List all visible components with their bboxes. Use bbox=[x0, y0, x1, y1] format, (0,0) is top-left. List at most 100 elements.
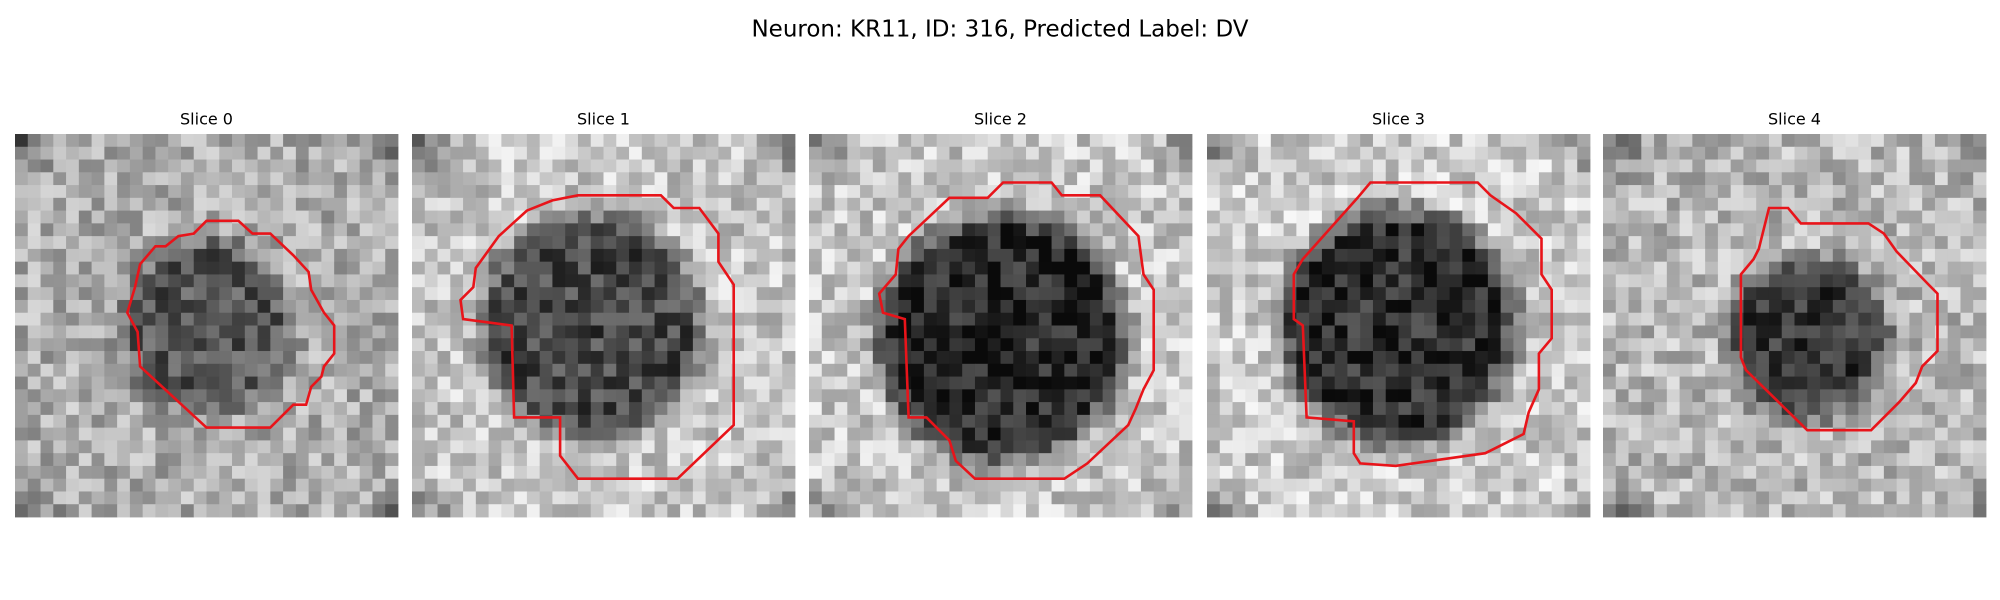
pixel bbox=[565, 338, 579, 352]
pixel bbox=[1153, 338, 1167, 352]
pixel bbox=[359, 172, 373, 186]
pixel bbox=[1538, 363, 1553, 377]
pixel bbox=[412, 197, 426, 211]
pixel bbox=[1411, 504, 1425, 518]
pixel bbox=[1475, 478, 1489, 492]
pixel bbox=[321, 478, 335, 492]
pixel bbox=[244, 465, 258, 480]
pixel bbox=[654, 197, 668, 211]
pixel bbox=[1973, 376, 1987, 390]
pixel bbox=[232, 465, 246, 480]
pixel bbox=[1000, 299, 1014, 314]
pixel bbox=[860, 312, 874, 326]
pixel bbox=[1807, 274, 1821, 288]
pixel bbox=[1960, 389, 1974, 403]
pixel bbox=[872, 427, 886, 441]
pixel bbox=[1360, 299, 1374, 314]
pixel bbox=[1411, 478, 1425, 492]
pixel bbox=[1794, 465, 1808, 480]
pixel bbox=[1309, 427, 1323, 441]
pixel bbox=[809, 146, 823, 160]
pixel bbox=[1641, 261, 1655, 275]
pixel bbox=[206, 363, 220, 377]
pixel bbox=[923, 491, 938, 505]
pixel bbox=[1883, 478, 1898, 492]
pixel bbox=[1372, 134, 1387, 148]
pixel bbox=[1947, 223, 1961, 237]
pixel bbox=[654, 402, 668, 416]
pixel bbox=[847, 504, 861, 518]
pixel bbox=[718, 299, 732, 314]
pixel bbox=[424, 363, 438, 377]
pixel bbox=[359, 223, 373, 237]
pixel bbox=[1283, 223, 1297, 237]
pixel bbox=[1449, 134, 1463, 148]
pixel bbox=[1385, 134, 1399, 148]
pixel bbox=[412, 210, 426, 224]
pixel bbox=[731, 465, 745, 480]
pixel bbox=[936, 274, 950, 288]
pixel bbox=[244, 261, 258, 275]
pixel bbox=[1140, 491, 1155, 505]
pixel bbox=[1051, 491, 1065, 505]
pixel bbox=[885, 134, 899, 148]
pixel bbox=[91, 185, 105, 199]
pixel bbox=[514, 351, 528, 365]
pixel bbox=[1717, 491, 1732, 505]
pixel bbox=[1153, 414, 1167, 429]
pixel bbox=[193, 146, 207, 160]
pixel bbox=[565, 453, 579, 467]
pixel bbox=[1628, 453, 1642, 467]
pixel bbox=[514, 325, 528, 339]
pixel bbox=[1871, 299, 1885, 314]
pixel bbox=[1449, 210, 1463, 224]
pixel bbox=[40, 504, 54, 518]
pixel bbox=[27, 440, 41, 454]
pixel bbox=[654, 261, 668, 275]
pixel bbox=[437, 491, 451, 505]
pixel bbox=[488, 427, 502, 441]
pixel bbox=[552, 325, 566, 339]
pixel bbox=[488, 491, 502, 505]
pixel bbox=[860, 197, 874, 211]
pixel bbox=[155, 172, 169, 186]
pixel bbox=[1641, 453, 1655, 467]
pixel bbox=[1743, 134, 1757, 148]
pixel bbox=[552, 478, 566, 492]
pixel bbox=[603, 299, 617, 314]
pixel bbox=[1756, 312, 1770, 326]
pixel bbox=[1615, 185, 1629, 199]
pixel bbox=[834, 440, 848, 454]
pixel bbox=[308, 440, 322, 454]
pixel bbox=[424, 248, 438, 263]
pixel bbox=[1883, 351, 1898, 365]
pixel bbox=[257, 389, 271, 403]
pixel bbox=[346, 172, 361, 186]
pixel bbox=[705, 402, 719, 416]
pixel bbox=[1153, 159, 1167, 173]
pixel bbox=[372, 325, 386, 339]
pixel bbox=[1051, 236, 1065, 250]
pixel bbox=[1013, 440, 1027, 454]
pixel bbox=[526, 274, 541, 288]
pixel bbox=[1858, 376, 1872, 390]
pixel bbox=[1615, 223, 1629, 237]
pixel bbox=[1207, 376, 1221, 390]
pixel bbox=[860, 402, 874, 416]
pixel bbox=[1077, 236, 1091, 250]
pixel bbox=[1000, 427, 1014, 441]
pixel bbox=[27, 491, 41, 505]
pixel bbox=[809, 236, 823, 250]
pixel bbox=[346, 146, 361, 160]
pixel bbox=[629, 274, 643, 288]
pixel bbox=[372, 478, 386, 492]
pixel bbox=[1115, 389, 1129, 403]
pixel bbox=[488, 389, 502, 403]
pixel bbox=[629, 210, 643, 224]
pixel bbox=[1449, 159, 1463, 173]
pixel bbox=[27, 351, 41, 365]
pixel bbox=[1603, 440, 1617, 454]
pixel bbox=[334, 210, 348, 224]
pixel bbox=[1475, 146, 1489, 160]
pixel bbox=[206, 223, 220, 237]
